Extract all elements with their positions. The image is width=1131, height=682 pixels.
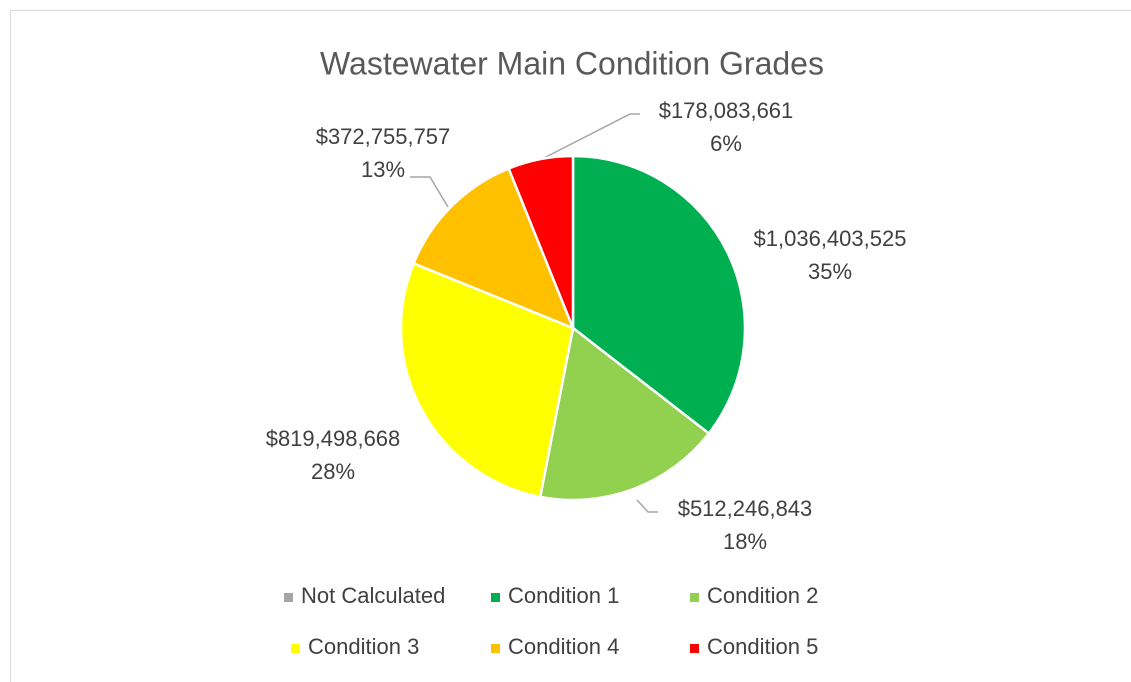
data-label: $178,083,661 [659,98,794,123]
legend-label: Condition 2 [707,583,818,608]
legend-label: Not Calculated [301,583,445,608]
pie-slice [411,166,576,331]
data-label: 35% [808,259,852,284]
pie-slice [538,325,711,502]
pie-slice [399,261,575,499]
data-label: 28% [311,459,355,484]
pie-slice [507,154,575,329]
legend-label: Condition 5 [707,634,818,659]
data-label: $372,755,757 [316,124,451,149]
legend-swatch [690,593,699,602]
legend-swatch [491,644,500,653]
data-label: 13% [361,157,405,182]
legend-label: Condition 1 [508,583,619,608]
legend-swatch [284,593,293,602]
legend-label: Condition 3 [308,634,419,659]
legend-swatch [491,593,500,602]
leader-line [539,113,640,161]
leader-line [410,176,449,208]
data-label: $512,246,843 [678,496,813,521]
data-label: 6% [710,131,742,156]
legend-label: Condition 4 [508,634,619,659]
leader-line [636,499,658,513]
data-label: $1,036,403,525 [754,226,907,251]
legend-swatch [291,644,300,653]
legend-swatch [690,644,699,653]
chart-title: Wastewater Main Condition Grades [320,45,824,81]
data-label: 18% [723,529,767,554]
data-label: $819,498,668 [266,426,401,451]
pie-slice [571,154,747,436]
